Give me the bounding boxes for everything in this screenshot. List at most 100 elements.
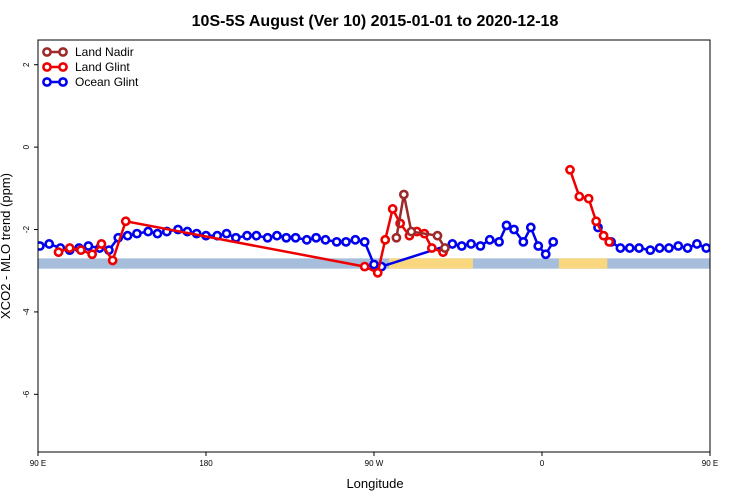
land-band-segment xyxy=(719,258,750,268)
ocean-glint-point xyxy=(272,230,282,241)
land-glint-point xyxy=(64,243,75,253)
ocean-glint-point xyxy=(518,236,529,247)
y-tick-label: 2 xyxy=(22,62,31,67)
land-glint-point xyxy=(591,216,602,227)
legend-ocean-glint-marker xyxy=(58,77,68,87)
ocean-glint-point xyxy=(615,243,626,253)
ocean-glint-point xyxy=(525,222,536,233)
y-tick-label: -2 xyxy=(22,225,31,233)
ocean-glint-point xyxy=(301,234,312,245)
legend-land-glint-label: Land Glint xyxy=(75,60,130,74)
ocean-glint-point xyxy=(540,249,551,260)
ocean-glint-point xyxy=(501,220,512,231)
plot-area xyxy=(38,164,750,278)
x-axis: 90 E 180 90 W 0 90 E xyxy=(30,452,718,468)
ocean-glint-point xyxy=(242,230,252,241)
land-glint-point xyxy=(53,247,64,258)
ocean-glint-point xyxy=(359,236,370,247)
ocean-glint-point xyxy=(712,242,719,249)
land-glint-point xyxy=(372,267,383,278)
legend-land-nadir-marker xyxy=(42,47,52,57)
ocean-glint-point xyxy=(484,234,495,245)
ocean-glint-point xyxy=(664,243,674,253)
land-glint-point xyxy=(604,236,615,247)
land-nadir-point xyxy=(432,230,443,241)
land-nadir-point xyxy=(398,189,409,200)
ocean-glint-point xyxy=(221,228,232,239)
ocean-glint-point xyxy=(369,259,379,270)
land-glint-point xyxy=(598,230,609,241)
legend-land-glint-marker xyxy=(58,62,68,72)
ocean-glint-point xyxy=(740,242,747,249)
land-glint-point xyxy=(96,239,107,249)
ocean-glint-point xyxy=(533,241,544,251)
chart-title: 10S-5S August (Ver 10) 2015-01-01 to 202… xyxy=(192,13,559,30)
ocean-glint-point xyxy=(548,236,559,247)
legend-land-nadir-label: Land Nadir xyxy=(75,45,134,59)
land-glint-point xyxy=(107,255,118,266)
y-axis-title: XCO2 - MLO trend (ppm) xyxy=(0,173,13,319)
land-band-segment xyxy=(558,258,608,269)
ocean-glint-point xyxy=(320,234,331,245)
ocean-glint-point xyxy=(290,232,301,243)
land-band-segment xyxy=(388,258,473,269)
ocean-glint-point xyxy=(341,236,351,247)
ocean-glint-point xyxy=(83,241,94,251)
ocean-glint-point xyxy=(682,243,693,253)
land-glint-point xyxy=(359,261,370,272)
ocean-glint-point xyxy=(44,239,55,249)
ocean-glint-point xyxy=(654,243,665,253)
legend-ocean-glint-label: Ocean Glint xyxy=(75,75,139,89)
legend-land-glint-marker xyxy=(42,62,52,72)
x-tick-label: 90 E xyxy=(30,459,46,468)
ocean-glint-point xyxy=(447,239,458,249)
ocean-glint-point xyxy=(311,232,322,243)
ocean-glint-point xyxy=(731,240,738,247)
legend-ocean-glint-marker xyxy=(42,77,52,87)
ocean-glint-point xyxy=(692,239,702,249)
land-glint-point xyxy=(574,191,585,202)
y-tick-label: 0 xyxy=(22,144,31,149)
ocean-glint-point xyxy=(509,224,519,235)
ocean-glint-point xyxy=(634,243,644,253)
ocean-glint-point xyxy=(331,236,342,247)
land-nadir-point xyxy=(391,232,402,243)
land-nadir-point xyxy=(440,243,450,253)
land-glint-point xyxy=(426,243,437,253)
land-glint-point xyxy=(583,193,594,204)
y-tick-label: -4 xyxy=(22,308,31,316)
land-glint-point xyxy=(387,204,398,214)
ocean-glint-point xyxy=(721,240,728,247)
land-nadir-point xyxy=(406,226,417,237)
ocean-glint-point xyxy=(152,228,163,239)
land-glint-point xyxy=(76,245,86,256)
land-glint-point xyxy=(565,164,575,175)
ocean-glint-point xyxy=(281,232,292,243)
land-glint-point xyxy=(87,249,98,260)
ocean-glint-point xyxy=(350,234,361,245)
ocean-glint-point xyxy=(143,226,154,237)
ocean-glint-point xyxy=(475,241,486,251)
ocean-glint-point xyxy=(466,239,476,249)
ocean-glint-point xyxy=(624,243,635,253)
ocean-glint-point xyxy=(673,241,684,251)
x-tick-label: 90 E xyxy=(702,459,718,468)
ocean-glint-point xyxy=(251,230,262,241)
ocean-glint-point xyxy=(456,241,467,251)
y-axis: 2 0 -2 -4 -6 xyxy=(22,62,38,398)
x-axis-title: Longitude xyxy=(346,476,403,491)
x-tick-label: 90 W xyxy=(365,459,384,468)
ocean-glint-point xyxy=(494,236,504,247)
ocean-glint-point xyxy=(122,230,133,241)
land-glint-point xyxy=(120,216,131,227)
ocean-glint-point xyxy=(132,228,142,239)
ocean-glint-point xyxy=(645,245,656,256)
ocean-glint-point xyxy=(262,232,273,243)
legend-land-nadir-marker xyxy=(58,47,68,57)
ocean-glint-point xyxy=(230,232,241,243)
x-tick-label: 180 xyxy=(199,459,213,468)
ocean-glint-point xyxy=(38,241,45,251)
x-tick-label: 0 xyxy=(540,459,545,468)
